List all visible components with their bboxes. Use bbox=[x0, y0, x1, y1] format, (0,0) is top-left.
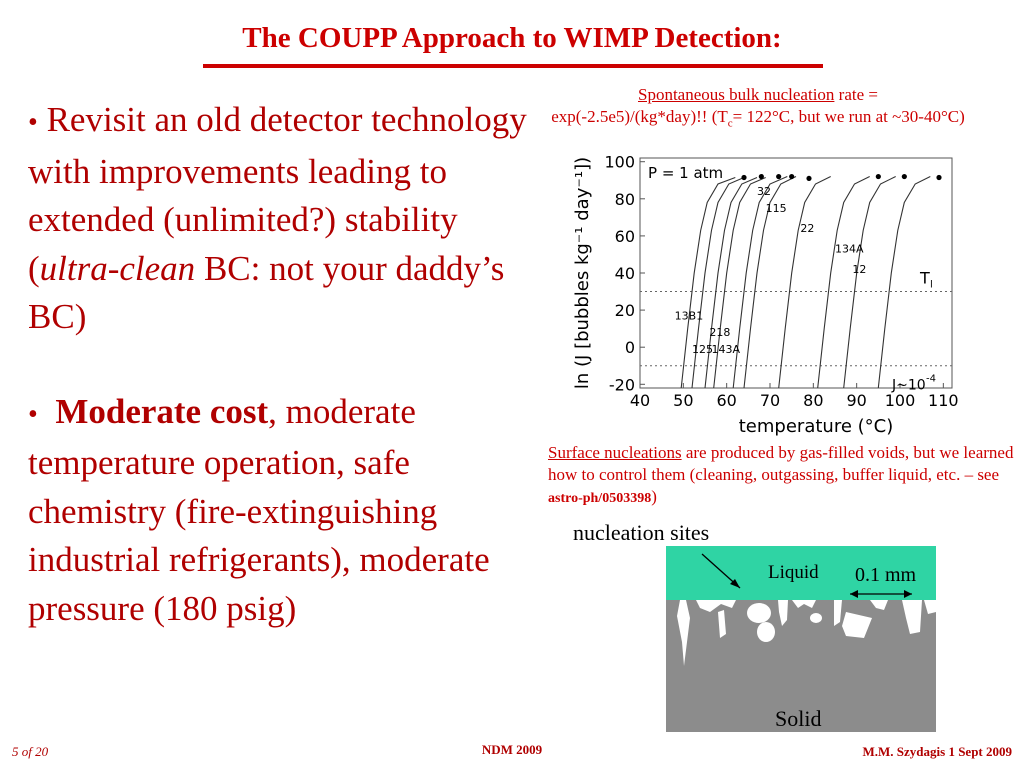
curve-endpoint bbox=[936, 174, 942, 181]
bullet-list: • Revisit an old detector technology wit… bbox=[28, 96, 528, 633]
slide-title: The COUPP Approach to WIMP Detection: bbox=[242, 22, 782, 54]
footer-conference: NDM 2009 bbox=[481, 742, 543, 757]
curve-label: 143A bbox=[712, 343, 741, 356]
curve-label: 125 bbox=[692, 343, 713, 356]
curve-label: 13B1 bbox=[675, 309, 704, 322]
series-curve bbox=[778, 176, 831, 389]
series-curve bbox=[704, 176, 758, 389]
y-tick-label: -20 bbox=[609, 375, 635, 394]
curve-label: 134A bbox=[835, 243, 864, 256]
rate-annotation: J~10 bbox=[891, 378, 926, 394]
bullet-1-text-end: BC: not your daddy’s BC) bbox=[28, 248, 505, 337]
series-curve bbox=[743, 176, 797, 389]
solid-label: Solid bbox=[775, 706, 822, 731]
x-tick-label: 60 bbox=[716, 391, 736, 410]
y-tick-label: 20 bbox=[615, 301, 635, 320]
x-tick-label: 110 bbox=[928, 391, 959, 410]
nucleation-rate-chart: 40 50 60 70 80 90 100 110 100 80 60 40 20 0 -20 tempera… bbox=[572, 153, 959, 437]
curve-label: 115 bbox=[766, 202, 787, 215]
y-tick-label: 80 bbox=[615, 190, 635, 209]
caption-surface: Surface nucleations are produced by gas-… bbox=[548, 442, 1018, 510]
slide-number: 5 of 20 bbox=[12, 744, 49, 759]
y-tick-label: 60 bbox=[615, 227, 635, 246]
series-curve bbox=[680, 176, 736, 389]
arxiv-reference: astro-ph/0503398 bbox=[548, 491, 652, 506]
x-tick-label: 70 bbox=[760, 391, 780, 410]
curve-endpoint bbox=[875, 173, 881, 180]
bullet-2-bold: Moderate cost bbox=[55, 391, 269, 431]
curve-endpoint bbox=[806, 175, 812, 182]
y-tick-label: 100 bbox=[604, 153, 635, 172]
curve-endpoint bbox=[789, 173, 795, 180]
y-tick-label: 40 bbox=[615, 264, 635, 283]
bullet-1: • Revisit an old detector technology wit… bbox=[28, 96, 528, 342]
caption-text: are produced by gas-filled voids, but we… bbox=[548, 443, 1014, 484]
x-tick-label: 100 bbox=[885, 391, 916, 410]
caption-formula-end: = 122°C, but we run at ~30-40°C) bbox=[732, 107, 965, 126]
curve-endpoint bbox=[901, 173, 907, 180]
curve-endpoint bbox=[776, 173, 782, 180]
scale-label: 0.1 mm bbox=[855, 564, 917, 586]
caption-spontaneous: Spontaneous bulk nucleation rate = exp(-… bbox=[478, 84, 1024, 134]
tl-annotation: T bbox=[919, 269, 930, 288]
y-tick-label: 0 bbox=[625, 338, 635, 357]
bullet-marker: • bbox=[28, 398, 38, 430]
surface-micrograph bbox=[666, 546, 936, 732]
bullet-1-italic: ultra-clean bbox=[39, 248, 196, 288]
tl-subscript: l bbox=[930, 280, 933, 291]
surface-voids bbox=[677, 600, 936, 666]
pressure-annotation: P = 1 atm bbox=[648, 164, 723, 182]
bullet-2: • Moderate cost, moderate temperature op… bbox=[28, 388, 528, 634]
title-underline bbox=[203, 64, 823, 68]
caption-text: rate = bbox=[834, 85, 878, 104]
caption-close: ) bbox=[651, 487, 657, 506]
x-tick-label: 40 bbox=[630, 391, 650, 410]
rate-superscript: -4 bbox=[926, 374, 936, 385]
y-axis-label: ln (J [bubbles kg⁻¹ day⁻¹]) bbox=[572, 157, 593, 389]
series-curve bbox=[877, 176, 931, 389]
x-tick-label: 80 bbox=[803, 391, 823, 410]
curve-label: 12 bbox=[852, 263, 866, 276]
series-curve bbox=[817, 176, 870, 389]
curve-label: 32 bbox=[757, 185, 771, 198]
liquid-region bbox=[666, 546, 936, 600]
footer-author-date: M.M. Szydagis 1 Sept 2009 bbox=[862, 744, 1013, 759]
x-tick-label: 90 bbox=[846, 391, 866, 410]
series-curve bbox=[713, 176, 766, 389]
curve-endpoint bbox=[741, 174, 747, 181]
x-axis-label: temperature (°C) bbox=[739, 416, 893, 437]
curve-label: 218 bbox=[709, 326, 730, 339]
bullet-1-text: Revisit an old detector technology with … bbox=[28, 100, 527, 288]
liquid-label: Liquid bbox=[768, 562, 819, 583]
series-curve bbox=[732, 175, 788, 389]
plot-frame bbox=[639, 157, 953, 389]
bullet-marker: • bbox=[28, 107, 38, 138]
curve-label: 22 bbox=[800, 222, 814, 235]
caption-link: Surface nucleations bbox=[548, 443, 682, 462]
caption-subscript: c bbox=[727, 117, 733, 130]
x-tick-label: 50 bbox=[673, 391, 693, 410]
series-curve bbox=[691, 176, 745, 389]
caption-link: Spontaneous bulk nucleation bbox=[638, 85, 835, 104]
curve-endpoint bbox=[758, 173, 764, 180]
series-curve bbox=[843, 176, 896, 389]
caption-formula: exp(-2.5e5)/(kg*day)!! (T bbox=[551, 107, 728, 126]
nucleation-sites-label: nucleation sites bbox=[573, 520, 710, 545]
bullet-2-text: , moderate temperature operation, safe c… bbox=[28, 391, 490, 628]
